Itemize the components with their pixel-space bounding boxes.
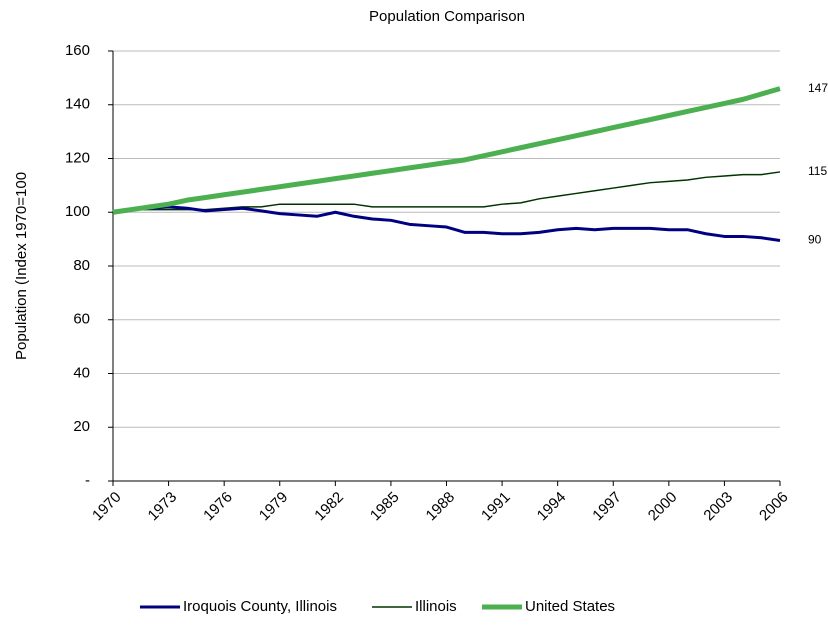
legend-label: Iroquois County, Illinois (183, 598, 337, 615)
x-tick-label: 2003 (700, 489, 736, 525)
series-line (112, 205, 781, 242)
y-tick-label: 140 (65, 96, 90, 113)
end-label: 115 (808, 164, 827, 178)
end-label: 90 (808, 233, 822, 247)
end-label: 147 (808, 81, 828, 95)
y-axis-label: Population (Index 1970=100 (13, 172, 30, 360)
y-tick-label: 40 (73, 364, 90, 381)
series-line (112, 171, 781, 213)
x-tick-label: 1973 (145, 489, 181, 525)
x-tick-label: 1994 (534, 489, 570, 525)
chart-title: Population Comparison (369, 8, 525, 25)
x-tick-label: 1979 (256, 489, 292, 525)
x-tick-label: 2000 (645, 489, 681, 525)
legend-label: United States (525, 598, 615, 615)
y-tick-label: 160 (65, 42, 90, 59)
x-tick-label: 1976 (200, 489, 236, 525)
x-tick-label: 1985 (367, 489, 403, 525)
y-tick-label: 100 (65, 203, 90, 220)
y-tick-label: 60 (73, 311, 90, 328)
y-tick-label: 80 (73, 257, 90, 274)
y-tick-label: 20 (73, 418, 90, 435)
y-tick-label: 120 (65, 149, 90, 166)
x-tick-label: 1982 (311, 489, 347, 525)
x-tick-label: 1988 (423, 489, 459, 525)
legend-label: Illinois (415, 598, 457, 615)
series-line (112, 86, 781, 215)
x-tick-label: 1970 (89, 489, 125, 525)
x-tick-label: 1997 (589, 489, 625, 525)
y-tick-label: - (85, 472, 90, 489)
x-tick-label: 2006 (756, 489, 792, 525)
x-tick-label: 1991 (478, 489, 514, 525)
